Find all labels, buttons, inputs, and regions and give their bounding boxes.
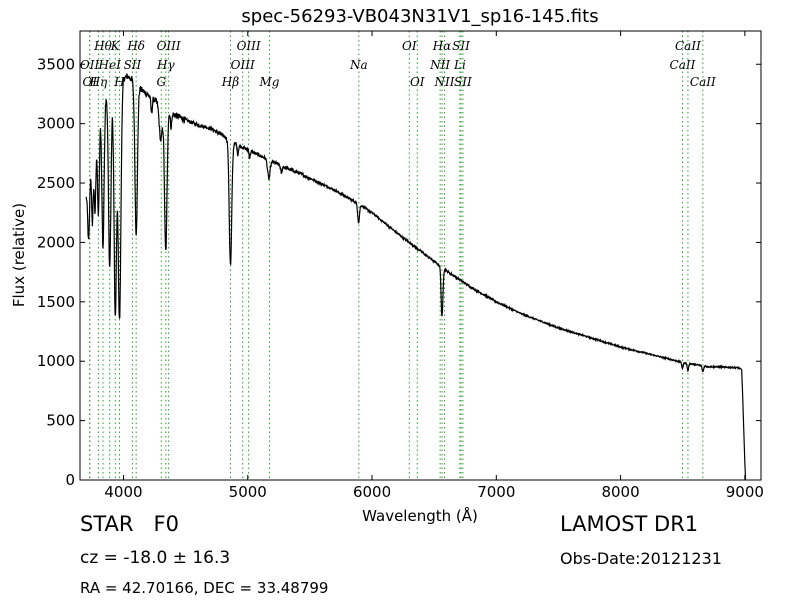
emission-line-markers: OIIOIHηHθHeIKHSIIHδGHγOIIIHβOIIIOIIIMgNa… [80, 31, 716, 480]
line-marker-label: CaII [675, 39, 701, 53]
obs-date-label: Obs-Date:20121231 [560, 549, 722, 568]
line-marker-label: Hη [89, 75, 108, 89]
line-marker-label: OII [80, 58, 100, 72]
y-tick-label: 500 [46, 412, 75, 430]
line-marker-label: Hθ [93, 39, 112, 53]
y-axis-label: Flux (relative) [10, 203, 28, 307]
line-marker-label: Mg [259, 75, 280, 89]
y-tick-label: 2000 [37, 233, 75, 251]
line-marker-label: OI [402, 39, 417, 53]
x-tick-label: 9000 [726, 483, 764, 501]
chart-title: spec-56293-VB043N31V1_sp16-145.fits [241, 6, 598, 27]
line-marker-label: NII [429, 58, 450, 72]
y-tick-label: 1500 [37, 293, 75, 311]
line-marker-label: OIII [157, 39, 181, 53]
line-marker-label: Hδ [126, 39, 145, 53]
line-marker-label: CaII [670, 58, 696, 72]
y-tick-label: 0 [65, 471, 75, 489]
x-axis-ticks: 4000 5000 6000 7000 8000 9000 [104, 31, 764, 501]
y-tick-label: 1000 [37, 352, 75, 370]
survey-label: LAMOST DR1 [560, 512, 699, 536]
line-marker-label: Hβ [221, 75, 239, 89]
spectrum-line [85, 73, 747, 481]
y-tick-label: 3500 [37, 55, 75, 73]
line-marker-label: OI [410, 75, 425, 89]
line-marker-label: SII [454, 75, 472, 89]
line-marker-label: OI [83, 75, 98, 89]
line-marker-label: Hα [432, 39, 452, 53]
line-marker-label: CaII [690, 75, 716, 89]
line-marker-label: Li [453, 58, 466, 72]
x-tick-label: 8000 [601, 483, 639, 501]
line-marker-label: OIII [237, 39, 261, 53]
y-axis-ticks: 0 500 1000 1500 2000 2500 3000 3500 [37, 55, 761, 489]
x-tick-label: 6000 [353, 483, 391, 501]
line-marker-label: SII [452, 39, 470, 53]
x-tick-label: 5000 [229, 483, 267, 501]
spectrum-plot [85, 73, 747, 481]
line-marker-label: G [156, 75, 166, 89]
line-marker-label: H [113, 75, 125, 89]
x-axis-label: Wavelength (Å) [362, 506, 478, 525]
y-tick-label: 2500 [37, 174, 75, 192]
line-marker-label: Na [349, 58, 368, 72]
object-class-label: STAR F0 [80, 512, 179, 536]
y-tick-label: 3000 [37, 115, 75, 133]
line-marker-label: K [110, 39, 121, 53]
x-tick-label: 7000 [477, 483, 515, 501]
plot-frame [79, 30, 762, 481]
line-marker-label: HeI [98, 58, 122, 72]
line-marker-label: Hγ [156, 58, 175, 72]
line-marker-label: NII [433, 75, 454, 89]
line-marker-label: SII [124, 58, 142, 72]
coordinates-label: RA = 42.70166, DEC = 33.48799 [80, 579, 329, 597]
redshift-label: cz = -18.0 ± 16.3 [80, 548, 231, 568]
x-tick-label: 4000 [104, 483, 142, 501]
line-marker-label: OIII [231, 58, 255, 72]
